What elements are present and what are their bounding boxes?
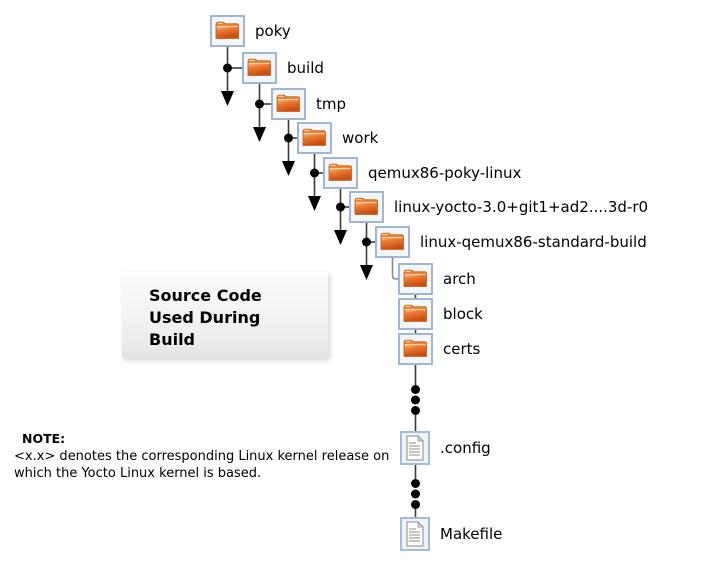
tree-node-label: Makefile	[440, 525, 503, 543]
tree-node-label: block	[443, 305, 483, 323]
file-icon	[400, 431, 430, 465]
tree-node-label: linux-yocto-3.0+git1+ad2....3d-r0	[394, 198, 649, 216]
tree-node-build: build	[242, 52, 324, 84]
tree-node-label: tmp	[316, 95, 347, 113]
folder-icon	[349, 191, 384, 223]
tree-node-label: poky	[255, 22, 291, 40]
folder-icon	[297, 122, 332, 154]
title-line: Used During	[149, 308, 261, 327]
note-text-line: which the Yocto Linux kernel is based.	[14, 466, 262, 481]
tree-node-label: certs	[443, 340, 481, 358]
ellipsis-dots	[411, 385, 420, 509]
elbow-connector	[391, 258, 398, 280]
folder-icon	[210, 15, 245, 47]
folder-icon	[242, 52, 277, 84]
folder-icon	[323, 157, 358, 189]
tree-node-label: build	[287, 59, 324, 77]
title-line: Build	[149, 330, 196, 349]
tree-node-makefile: Makefile	[400, 517, 502, 551]
tree-node-linux-qemux86-standard-build: linux-qemux86-standard-build	[375, 226, 647, 258]
tree-node-qemux86-poky-linux: qemux86-poky-linux	[323, 157, 521, 189]
note-heading: NOTE:	[22, 431, 66, 446]
tree-node-label: arch	[443, 270, 476, 288]
file-icon	[400, 517, 430, 551]
junction-dots	[223, 63, 371, 247]
down-arrow-icon	[221, 91, 373, 280]
tree-node-linux-yocto: linux-yocto-3.0+git1+ad2....3d-r0	[349, 191, 648, 223]
tree-node-block: block	[398, 298, 483, 330]
tree-node-poky: poky	[210, 15, 291, 47]
folder-icon	[398, 298, 433, 330]
tree-node-label: .config	[440, 439, 491, 457]
tree-node-arch: arch	[398, 263, 476, 295]
tree-node-config: .config	[400, 431, 491, 465]
tree-node-tmp: tmp	[271, 88, 346, 120]
title-box: Source Code Used During Build	[122, 272, 328, 358]
tree-node-label: linux-qemux86-standard-build	[420, 233, 647, 251]
tree-node-label: work	[342, 129, 379, 147]
note: NOTE: <x.x> denotes the corresponding Li…	[14, 431, 390, 482]
folder-icon	[398, 263, 433, 295]
folder-icon	[271, 88, 306, 120]
tree-node-label: qemux86-poky-linux	[368, 164, 522, 182]
folder-icon	[375, 226, 410, 258]
note-text-line: <x.x> denotes the corresponding Linux ke…	[14, 449, 390, 464]
tree-node-certs: certs	[398, 333, 480, 365]
tree-node-work: work	[297, 122, 378, 154]
title-line: Source Code	[149, 286, 262, 305]
folder-icon	[398, 333, 433, 365]
